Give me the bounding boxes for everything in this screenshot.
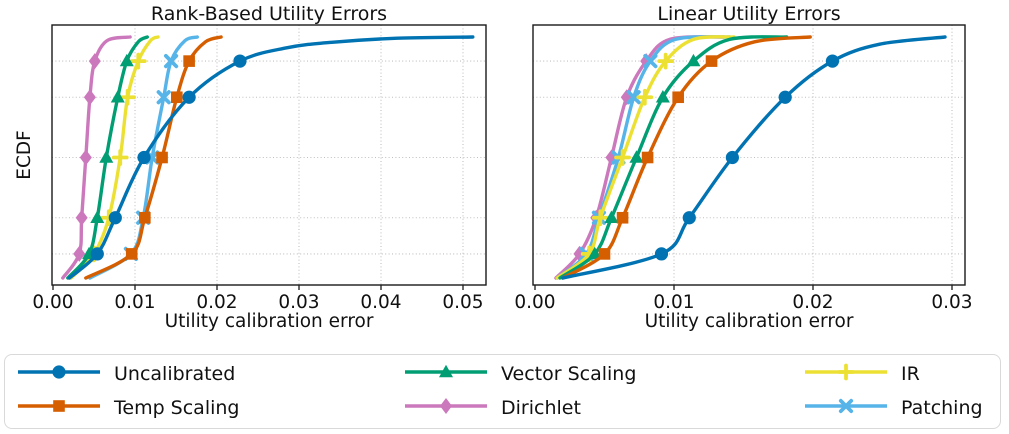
- y-axis-label: ECDF: [14, 130, 35, 180]
- legend-item-vector-scaling: Vector Scaling: [404, 361, 636, 387]
- x-tick-label: 0.00: [514, 292, 555, 313]
- x-tick-label: 0.04: [360, 292, 401, 313]
- legend-label: IR: [901, 363, 920, 385]
- legend-label: Dirichlet: [501, 397, 581, 419]
- left-x-axis-label: Utility calibration error: [164, 311, 374, 332]
- legend-label: Uncalibrated: [114, 363, 236, 385]
- ecdf-plots-canvas: 0.00 0.01 0.02 0.03 0.04 0.05 0.00 0.01 0.02 0.03: [32, 24, 973, 313]
- x-tick-label: 0.02: [792, 292, 833, 313]
- legend-sample: [804, 393, 888, 423]
- x-tick-label: 0.01: [653, 292, 694, 313]
- legend-item-temp-scaling: Temp Scaling: [17, 395, 240, 421]
- legend-label: Vector Scaling: [501, 363, 637, 385]
- legend-sample: [404, 359, 488, 389]
- legend-label: Patching: [901, 397, 983, 419]
- legend-label: Temp Scaling: [114, 397, 240, 419]
- legend-item-uncalibrated: Uncalibrated: [17, 361, 235, 387]
- x-tick-label: 0.02: [196, 292, 237, 313]
- x-tick-label: 0.03: [931, 292, 972, 313]
- x-tick-label: 0.01: [114, 292, 155, 313]
- legend-item-dirichlet: Dirichlet: [404, 395, 581, 421]
- legend: Uncalibrated Temp Scaling Vector Scaling…: [4, 354, 1001, 429]
- legend-sample: [404, 393, 488, 423]
- legend-sample: [17, 393, 101, 423]
- legend-item-ir: IR: [804, 361, 920, 387]
- left-plot-title: Rank-Based Utility Errors: [150, 3, 388, 25]
- legend-item-patching: Patching: [804, 395, 983, 421]
- x-tick-label: 0.05: [442, 292, 483, 313]
- x-tick-label: 0.00: [32, 292, 73, 313]
- legend-sample: [804, 359, 888, 389]
- legend-sample: [17, 359, 101, 389]
- right-plot-title: Linear Utility Errors: [657, 3, 841, 25]
- right-x-axis-label: Utility calibration error: [644, 311, 854, 332]
- x-tick-label: 0.03: [278, 292, 319, 313]
